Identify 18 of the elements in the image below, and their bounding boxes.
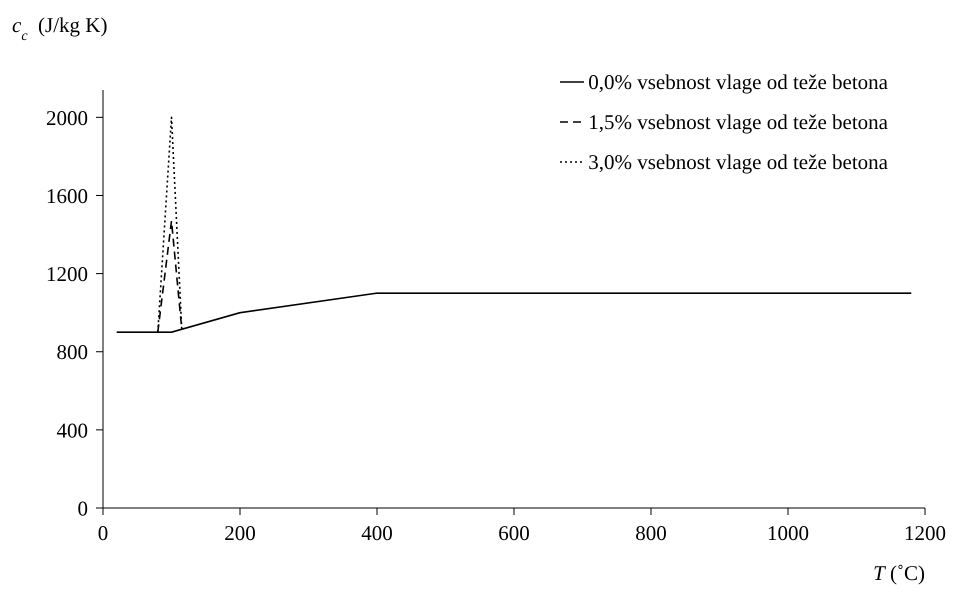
y-tick-label: 0 — [78, 496, 88, 520]
x-tick-label: 0 — [98, 520, 108, 545]
x-tick-label: 1000 — [767, 520, 809, 545]
y-tick-label: 1600 — [46, 184, 88, 208]
y-tick-label: 1200 — [46, 262, 88, 286]
x-tick-label: 800 — [635, 520, 667, 545]
x-tick-label: 600 — [498, 520, 530, 545]
x-axis-title: T (˚C) — [873, 561, 925, 585]
legend-label: 1,5% vsebnost vlage od teže betona — [588, 110, 888, 134]
x-tick-label: 200 — [224, 520, 256, 545]
legend-label: 0,0% vsebnost vlage od teže betona — [588, 70, 888, 94]
legend-label: 3,0% vsebnost vlage od teže betona — [588, 150, 888, 174]
y-tick-label: 400 — [56, 418, 88, 442]
y-tick-label: 800 — [56, 340, 88, 364]
y-axis-title: c$_{c}$ (J/kg K) — [12, 13, 108, 44]
x-tick-label: 400 — [361, 520, 393, 545]
x-tick-label: 1200 — [904, 520, 946, 545]
y-tick-label: 2000 — [46, 106, 88, 130]
